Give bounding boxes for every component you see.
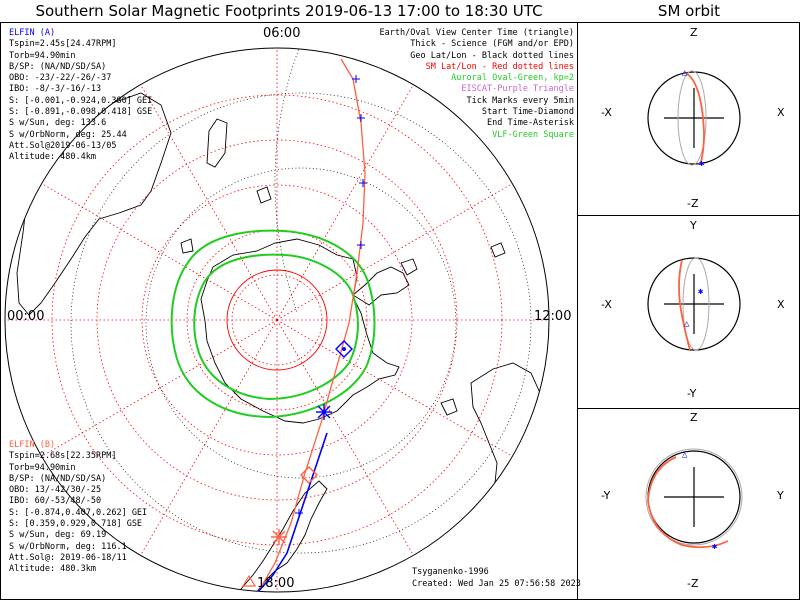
axis-right: X <box>777 106 785 119</box>
elfin-a-end-asterisk <box>316 404 332 420</box>
legend-item: Thick - Science (FGM and/or EPD) <box>410 39 574 50</box>
axis-top: Y <box>690 219 697 232</box>
sm-grid <box>5 48 549 592</box>
legend-item: Auroral Oval-Green, kp=2 <box>451 73 574 84</box>
elfin-b-start-diamond <box>300 466 318 484</box>
elfin-b-line: Torb=94.90min <box>9 462 76 473</box>
elfin-b-line: S: [0.359,0.929,0.718] GSE <box>9 519 143 530</box>
elfin-a-ticks <box>295 75 367 517</box>
view-center-triangle <box>241 574 257 587</box>
elfin-a-line: Att.Sol@2019-06-13/05 <box>9 140 117 151</box>
antarctica-coast <box>200 238 400 424</box>
legend-item: End Time-Asterisk <box>487 118 574 129</box>
legend-item: Start Time-Diamond <box>481 107 574 118</box>
elfin-a-line: Tspin=2.45s[24.47RPM] <box>9 39 117 50</box>
svg-text:△: △ <box>684 319 690 329</box>
elfin-a-track <box>236 432 328 592</box>
elfin-b-info: ELFIN (B) Tspin=2.68s[22.35RPM] Torb=94.… <box>9 440 147 576</box>
island-1 <box>400 258 418 276</box>
svg-text:✱: ✱ <box>712 542 718 552</box>
axis-top: Z <box>690 26 698 39</box>
legend-item: EISCAT-Purple Triangle <box>461 84 574 95</box>
elfin-a-line: Altitude: 480.4km <box>9 152 96 163</box>
elfin-b-line: S w/Sun, deg: 69.19 <box>9 530 107 541</box>
legend-item: Tick Marks every 5min <box>466 95 574 106</box>
elfin-b-line: Altitude: 480.3km <box>9 564 96 575</box>
elfin-a-start-diamond <box>335 340 353 358</box>
elfin-a-line: S w/Sun, deg: 133.6 <box>9 118 107 129</box>
elfin-b-line: S: [-0.874,0.407,0.262] GEI <box>9 507 148 518</box>
svg-text:✱: ✱ <box>699 159 705 169</box>
elfin-a-name: ELFIN (A) <box>9 28 56 38</box>
elfin-a-line: OBO: -23/-22/-26/-37 <box>9 73 112 84</box>
island-4 <box>256 186 272 204</box>
elfin-a-line: IBO: -8/-3/-16/-13 <box>9 84 102 95</box>
axis-bottom: -Z <box>687 577 699 590</box>
axis-top: Z <box>690 411 698 424</box>
oval-inner <box>193 253 359 401</box>
orbit-plot-xy: △ ✱ <box>647 257 741 351</box>
svg-text:△: △ <box>682 68 688 78</box>
axis-right: Y <box>777 489 784 502</box>
madagascar <box>206 118 228 168</box>
axis-right: X <box>777 298 785 311</box>
elfin-b-line: OBO: 13/-42/30/-25 <box>9 485 102 496</box>
elfin-a-info: ELFIN (A) Tspin=2.45s[24.47RPM] Torb=94.… <box>9 28 152 164</box>
elfin-a-line: S w/OrbNorm, deg: 25.44 <box>9 129 127 140</box>
axis-bottom: -Y <box>687 387 697 400</box>
orbit-plot-xz: △ ✱ <box>647 68 741 169</box>
island-2 <box>440 398 458 416</box>
hour-label-bottom: 18:00 <box>257 576 295 591</box>
elfin-b-line: Tspin=2.68s[22.35RPM] <box>9 451 117 462</box>
model-credit: Tsyganenko-1996 <box>412 567 489 577</box>
axis-left: -Y <box>601 489 611 502</box>
legend: Earth/Oval View Center Time (triangle) T… <box>380 28 574 141</box>
hour-label-top: 06:00 <box>263 26 301 41</box>
geo-grid <box>70 48 532 554</box>
axis-left: -X <box>601 106 612 119</box>
elfin-b-end-asterisk <box>271 529 287 545</box>
island-5 <box>180 238 194 254</box>
legend-item: Earth/Oval View Center Time (triangle) <box>379 28 574 38</box>
oval-outer <box>170 229 376 419</box>
legend-item: VLF-Green Square <box>492 129 574 140</box>
elfin-a-line: S: [-0.001,-0.924,0.380] GEI <box>9 95 153 106</box>
legend-item: Geo Lat/Lon - Black dotted lines <box>410 50 574 61</box>
main-title: Southern Solar Magnetic Footprints 2019-… <box>35 2 543 20</box>
orbit-title: SM orbit <box>657 2 721 20</box>
orbit-panel-xy: △ ✱ Y -Y -X X <box>577 215 800 409</box>
sm-solid-circle <box>226 269 328 371</box>
africa-coast <box>16 92 172 316</box>
hour-label-left: 00:00 <box>7 309 45 324</box>
elfin-b-line: B/SP: (NA/ND/SD/SA) <box>9 473 107 484</box>
hour-label-right: 12:00 <box>534 309 572 324</box>
axis-bottom: -Z <box>687 197 699 210</box>
elfin-b-line: S w/OrbNorm, deg: 116.1 <box>9 541 127 552</box>
auroral-oval <box>170 229 376 419</box>
footprint-map-panel: 06:00 00:00 12:00 18:00 ELFIN (A) Tspin=… <box>0 22 581 600</box>
peninsula <box>352 266 410 306</box>
elfin-a-line: B/SP: (NA/ND/SD/SA) <box>9 61 107 72</box>
svg-text:✱: ✱ <box>698 287 704 297</box>
axis-left: -X <box>601 298 612 311</box>
elfin-b-track <box>252 58 366 592</box>
elfin-a-line: S: [-0.891,-0.098,0.418] GSE <box>9 107 153 118</box>
elfin-b-line: IBO: 60/-53/48/-50 <box>9 496 102 507</box>
created-timestamp: Created: Wed Jan 25 07:56:58 2023 <box>412 579 581 589</box>
orbit-plot-yz: △ ✱ <box>645 448 743 552</box>
legend-item: SM Lat/Lon - Red dotted lines <box>425 61 574 72</box>
elfin-a-line: Torb=94.90min <box>9 50 76 61</box>
elfin-b-name: ELFIN (B) <box>9 440 56 450</box>
footprint-map <box>4 47 550 593</box>
island-3 <box>490 242 506 258</box>
orbit-panel-xz: △ ✱ Z -Z -X X <box>577 22 800 216</box>
svg-text:△: △ <box>682 450 688 460</box>
orbit-panel-yz: △ ✱ Z -Z -Y Y <box>577 408 800 600</box>
elfin-b-line: Att.Sol@: 2019-06-18/11 <box>9 552 127 563</box>
